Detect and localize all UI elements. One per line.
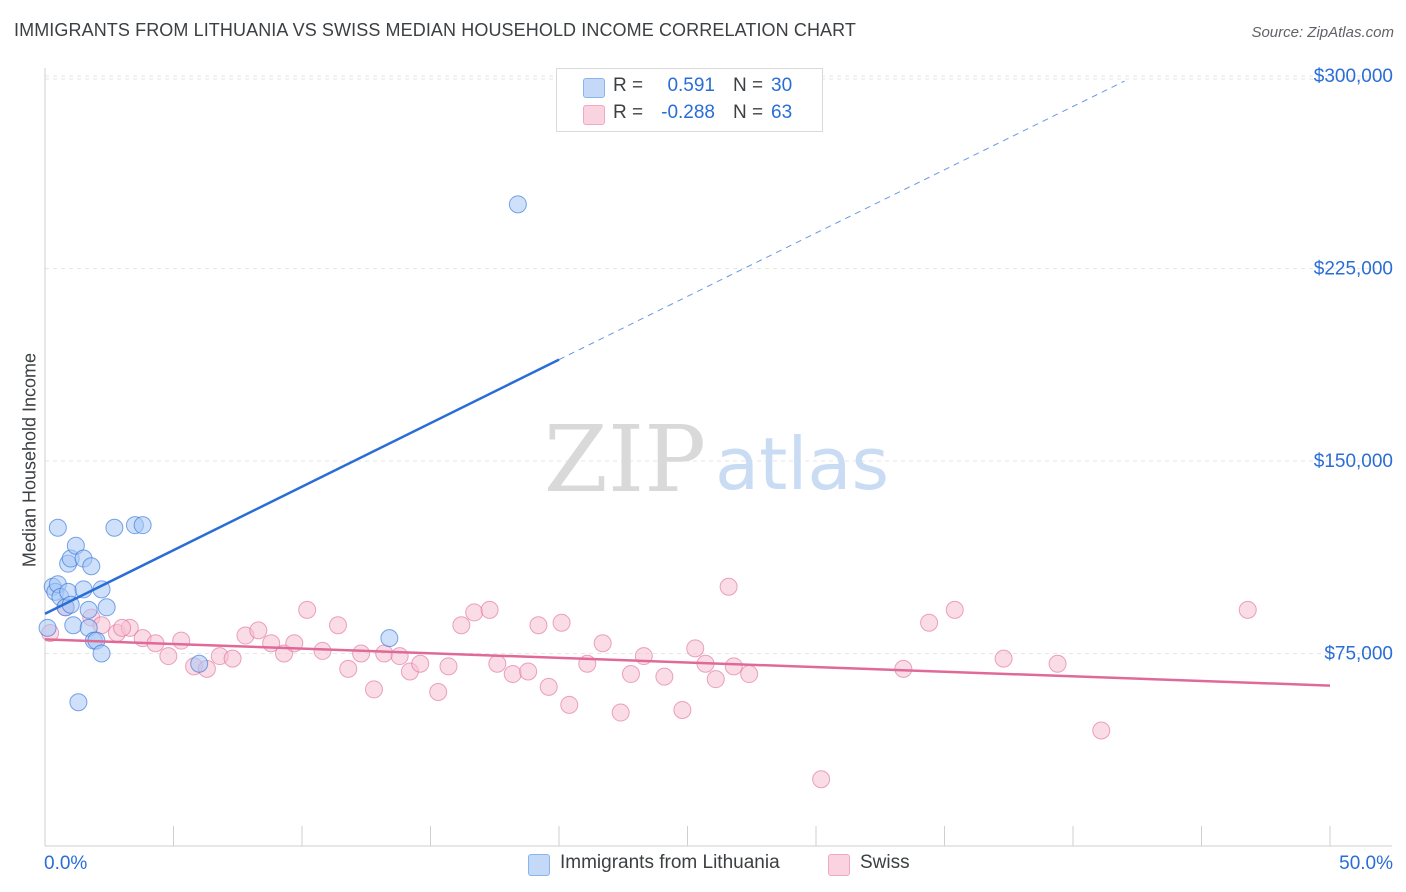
swiss-point bbox=[465, 603, 484, 622]
swiss-point bbox=[529, 616, 548, 635]
swiss-point bbox=[328, 616, 347, 635]
gridlines bbox=[45, 75, 1392, 654]
r-label: R = bbox=[613, 102, 644, 123]
swiss-point bbox=[249, 621, 268, 640]
chart-title: IMMIGRANTS FROM LITHUANIA VS SWISS MEDIA… bbox=[14, 20, 857, 40]
stats-row-lithuania: R = 0.591 N = 30 bbox=[557, 75, 822, 99]
legend-label: Immigrants from Lithuania bbox=[560, 852, 780, 873]
n-value: 63 bbox=[771, 102, 793, 123]
y-tick-label: $75,000 bbox=[1324, 644, 1393, 665]
lithuania-point bbox=[508, 195, 527, 214]
lithuania-point bbox=[69, 693, 88, 712]
x-tick-label: 0.0% bbox=[44, 853, 87, 874]
lithuania-trend-line bbox=[44, 358, 560, 615]
n-label: N = bbox=[733, 102, 764, 123]
swiss-point bbox=[1092, 721, 1111, 740]
tick-labels: $75,000 $150,000 $225,000 $300,000 0.0% 50.0% bbox=[44, 66, 1393, 874]
watermark-atlas: atlas bbox=[715, 422, 889, 506]
y-tick-label: $300,000 bbox=[1314, 66, 1393, 87]
n-label: N = bbox=[733, 75, 764, 96]
swiss-point bbox=[724, 657, 743, 676]
lithuania-swatch bbox=[583, 78, 605, 98]
swiss-point bbox=[429, 683, 448, 701]
swiss-trend-line bbox=[44, 638, 1331, 687]
swiss-point bbox=[488, 654, 507, 673]
swiss-point bbox=[452, 616, 471, 635]
swiss-point bbox=[611, 703, 630, 722]
swiss-point bbox=[480, 600, 499, 619]
swiss-point bbox=[411, 654, 430, 673]
trend-lines bbox=[44, 80, 1331, 687]
swiss-point bbox=[740, 665, 759, 684]
swiss-point bbox=[1238, 600, 1257, 619]
swiss-point bbox=[560, 695, 579, 714]
swiss-point bbox=[375, 644, 394, 663]
lithuania-legend-swatch bbox=[528, 854, 550, 876]
swiss-point bbox=[719, 577, 738, 596]
swiss-point bbox=[812, 770, 831, 789]
swiss-point bbox=[364, 680, 383, 699]
swiss-point bbox=[503, 665, 522, 684]
swiss-point bbox=[539, 677, 558, 696]
stats-legend: R = 0.591 N = 30 R = -0.288 N = 63 bbox=[556, 68, 823, 132]
swiss-legend-swatch bbox=[828, 854, 850, 876]
swiss-point bbox=[439, 657, 458, 676]
swiss-point bbox=[519, 662, 538, 681]
swiss-point bbox=[313, 641, 332, 660]
lithuania-point bbox=[105, 518, 124, 537]
swiss-point bbox=[223, 649, 242, 668]
swiss-point bbox=[655, 667, 674, 686]
swiss-point bbox=[552, 613, 571, 632]
r-label: R = bbox=[613, 75, 644, 96]
n-value: 30 bbox=[771, 75, 793, 96]
watermark: ZIP atlas bbox=[544, 406, 889, 513]
swiss-point bbox=[298, 600, 317, 619]
swiss-point bbox=[339, 659, 358, 678]
swiss-point bbox=[390, 647, 409, 666]
watermark-zip: ZIP bbox=[544, 406, 706, 513]
legend-label: Swiss bbox=[860, 852, 910, 873]
r-value: -0.288 bbox=[661, 102, 715, 123]
lithuania-point bbox=[79, 600, 98, 619]
swiss-points bbox=[41, 577, 1257, 789]
swiss-point bbox=[113, 618, 132, 637]
lithuania-point bbox=[64, 616, 83, 635]
swiss-point bbox=[1048, 654, 1067, 673]
swiss-point bbox=[621, 665, 640, 684]
swiss-point bbox=[159, 647, 178, 666]
y-tick-label: $225,000 bbox=[1314, 259, 1393, 280]
lithuania-point bbox=[82, 557, 101, 576]
lithuania-point bbox=[92, 644, 111, 663]
source-credit: Source: ZipAtlas.com bbox=[1251, 24, 1394, 41]
swiss-point bbox=[593, 634, 612, 653]
axes bbox=[44, 68, 1392, 847]
r-value: 0.591 bbox=[667, 75, 715, 96]
swiss-point bbox=[673, 700, 692, 719]
lithuania-point bbox=[133, 516, 152, 535]
lithuania-point bbox=[38, 618, 57, 637]
swiss-swatch bbox=[583, 105, 605, 125]
lithuania-point bbox=[97, 598, 116, 617]
swiss-point bbox=[945, 600, 964, 619]
swiss-point bbox=[172, 631, 191, 650]
swiss-point bbox=[994, 649, 1013, 668]
lithuania-point bbox=[190, 654, 209, 673]
swiss-point bbox=[706, 670, 725, 689]
swiss-point bbox=[352, 644, 371, 663]
x-tick-label: 50.0% bbox=[1339, 853, 1393, 874]
y-tick-label: $150,000 bbox=[1314, 451, 1393, 472]
lithuania-point bbox=[380, 629, 399, 648]
swiss-point bbox=[920, 613, 939, 632]
lithuania-point bbox=[48, 518, 67, 537]
stats-row-swiss: R = -0.288 N = 63 bbox=[557, 102, 822, 126]
swiss-point bbox=[686, 639, 705, 658]
